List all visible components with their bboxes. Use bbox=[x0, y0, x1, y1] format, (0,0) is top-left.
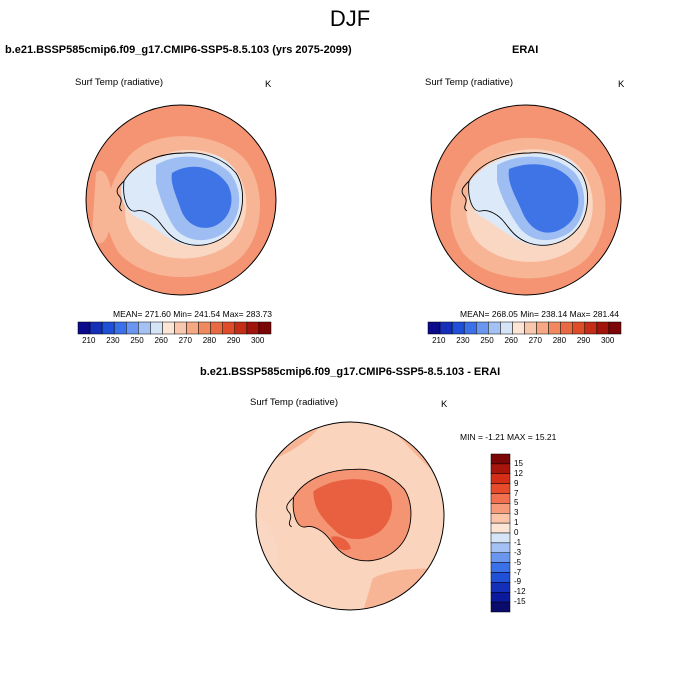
obs-variable-label: Surf Temp (radiative) bbox=[425, 77, 513, 88]
colorbar-swatch bbox=[246, 321, 260, 335]
colorbar-tick-label: -1 bbox=[514, 537, 522, 547]
colorbar-tick-label: -15 bbox=[514, 597, 526, 607]
colorbar-swatch bbox=[548, 321, 561, 335]
colorbar-swatch bbox=[490, 542, 511, 553]
colorbar-swatch bbox=[89, 321, 103, 335]
colorbar-swatch bbox=[490, 572, 511, 583]
colorbar-tick-label: 260 bbox=[504, 336, 518, 345]
colorbar-swatch bbox=[198, 321, 211, 335]
colorbar-tick-label: 270 bbox=[528, 336, 542, 345]
colorbar-tick-label: 290 bbox=[226, 336, 241, 345]
colorbar-swatch bbox=[476, 321, 489, 335]
colorbar-tick-label: 280 bbox=[552, 336, 567, 345]
colorbar-swatch bbox=[463, 321, 477, 335]
colorbar-swatch bbox=[490, 601, 511, 613]
model-map bbox=[85, 104, 277, 296]
colorbar-tick-label: -3 bbox=[514, 547, 522, 557]
colorbar-tick-label: 9 bbox=[514, 478, 519, 488]
colorbar-tick-label: -7 bbox=[514, 567, 522, 577]
colorbar-tick-label: 0 bbox=[514, 528, 519, 537]
colorbar-swatch bbox=[490, 532, 511, 544]
colorbar-tick-label: 12 bbox=[514, 468, 523, 478]
colorbar-tick-label: 7 bbox=[514, 488, 519, 498]
colorbar-tick-label: 250 bbox=[130, 336, 144, 345]
colorbar-swatch bbox=[150, 321, 163, 335]
colorbar-swatch bbox=[174, 321, 187, 335]
colorbar-tick-label: 250 bbox=[480, 336, 494, 345]
colorbar-tick-label: 210 bbox=[82, 336, 96, 345]
obs-stats: MEAN= 268.05 Min= 238.14 Max= 281.44 bbox=[460, 309, 620, 319]
colorbar-tick-label: 3 bbox=[514, 508, 519, 518]
colorbar-tick-label: 230 bbox=[456, 336, 470, 345]
colorbar-swatch bbox=[490, 453, 511, 465]
obs-panel-title: ERAI bbox=[512, 44, 539, 56]
diff-colorbar bbox=[490, 453, 511, 613]
colorbar-swatch bbox=[536, 321, 549, 335]
diff-units-label: K bbox=[441, 399, 448, 410]
colorbar-swatch bbox=[210, 321, 223, 335]
colorbar-swatch bbox=[512, 321, 525, 335]
colorbar-tick-label: 260 bbox=[154, 336, 168, 345]
colorbar-tick-label: 5 bbox=[514, 498, 519, 508]
colorbar-swatch bbox=[258, 321, 272, 335]
diff-panel-title: b.e21.BSSP585cmip6.f09_g17.CMIP6-SSP5-8.… bbox=[200, 366, 501, 378]
colorbar-swatch bbox=[126, 321, 139, 335]
colorbar-swatch bbox=[608, 321, 622, 335]
colorbar-tick-label: -5 bbox=[514, 557, 522, 567]
colorbar-swatch bbox=[162, 321, 175, 335]
colorbar-swatch bbox=[490, 503, 511, 514]
colorbar-tick-label: 290 bbox=[576, 336, 591, 345]
colorbar-swatch bbox=[524, 321, 537, 335]
obs-colorbar bbox=[427, 321, 622, 335]
model-stats: MEAN= 271.60 Min= 241.54 Max= 283.73 bbox=[113, 309, 273, 319]
colorbar-tick-label: 300 bbox=[250, 336, 265, 345]
model-variable-label: Surf Temp (radiative) bbox=[75, 77, 163, 88]
colorbar-swatch bbox=[490, 582, 511, 593]
colorbar-swatch bbox=[490, 592, 511, 603]
colorbar-swatch bbox=[234, 321, 248, 335]
model-colorbar bbox=[77, 321, 272, 335]
colorbar-swatch bbox=[490, 522, 511, 534]
colorbar-swatch bbox=[77, 321, 91, 335]
colorbar-swatch bbox=[113, 321, 127, 335]
colorbar-tick-label: 1 bbox=[514, 518, 519, 528]
colorbar-tick-label: 300 bbox=[600, 336, 615, 345]
diff-map bbox=[255, 421, 445, 611]
colorbar-swatch bbox=[584, 321, 598, 335]
colorbar-swatch bbox=[560, 321, 573, 335]
colorbar-tick-label: 210 bbox=[432, 336, 446, 345]
colorbar-swatch bbox=[427, 321, 441, 335]
model-units-label: K bbox=[265, 79, 272, 90]
obs-units-label: K bbox=[618, 79, 625, 90]
diff-variable-label: Surf Temp (radiative) bbox=[250, 397, 338, 408]
colorbar-swatch bbox=[572, 321, 586, 335]
colorbar-swatch bbox=[490, 493, 511, 504]
colorbar-swatch bbox=[138, 321, 151, 335]
colorbar-tick-label: 280 bbox=[202, 336, 217, 345]
colorbar-swatch bbox=[490, 562, 511, 573]
colorbar-swatch bbox=[490, 463, 511, 474]
colorbar-swatch bbox=[451, 321, 465, 335]
colorbar-swatch bbox=[222, 321, 236, 335]
colorbar-swatch bbox=[101, 321, 115, 335]
colorbar-swatch bbox=[439, 321, 453, 335]
colorbar-swatch bbox=[500, 321, 513, 335]
colorbar-tick-label: -12 bbox=[514, 587, 526, 597]
colorbar-swatch bbox=[596, 321, 610, 335]
colorbar-swatch bbox=[490, 513, 511, 524]
colorbar-tick-label: -9 bbox=[514, 577, 522, 587]
colorbar-swatch bbox=[186, 321, 199, 335]
colorbar-tick-label: 230 bbox=[106, 336, 120, 345]
obs-map bbox=[430, 104, 622, 296]
figure-title: DJF bbox=[329, 6, 371, 31]
model-panel-title: b.e21.BSSP585cmip6.f09_g17.CMIP6-SSP5-8.… bbox=[5, 44, 352, 56]
colorbar-swatch bbox=[490, 483, 511, 494]
colorbar-swatch bbox=[490, 473, 511, 484]
colorbar-tick-label: 15 bbox=[514, 458, 523, 468]
colorbar-swatch bbox=[490, 552, 511, 563]
colorbar-tick-label: 270 bbox=[178, 336, 192, 345]
diff-stats: MIN = -1.21 MAX = 15.21 bbox=[460, 432, 557, 442]
colorbar-swatch bbox=[488, 321, 501, 335]
